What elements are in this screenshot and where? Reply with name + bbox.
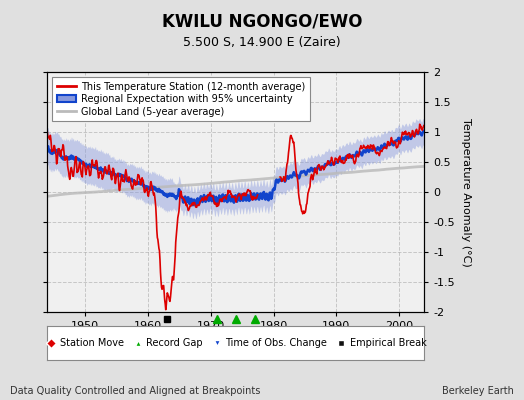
Y-axis label: Temperature Anomaly (°C): Temperature Anomaly (°C): [461, 118, 471, 266]
Legend: Station Move, Record Gap, Time of Obs. Change, Empirical Break: Station Move, Record Gap, Time of Obs. C…: [42, 335, 429, 351]
Text: KWILU NGONGO/EWO: KWILU NGONGO/EWO: [162, 12, 362, 30]
Text: 5.500 S, 14.900 E (Zaire): 5.500 S, 14.900 E (Zaire): [183, 36, 341, 49]
Legend: This Temperature Station (12-month average), Regional Expectation with 95% uncer: This Temperature Station (12-month avera…: [52, 77, 310, 122]
Text: Berkeley Earth: Berkeley Earth: [442, 386, 514, 396]
Text: Data Quality Controlled and Aligned at Breakpoints: Data Quality Controlled and Aligned at B…: [10, 386, 261, 396]
